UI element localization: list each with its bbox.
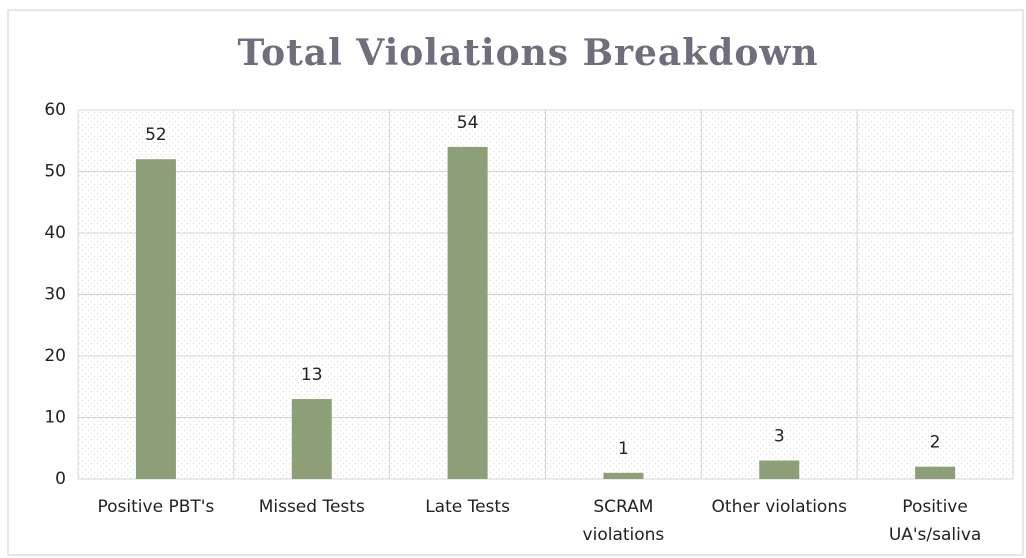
y-tick-label: 30 bbox=[44, 285, 66, 305]
x-tick-label: Positive PBT's bbox=[98, 497, 215, 517]
x-tick-label: SCRAM violations bbox=[583, 497, 665, 545]
data-label: 1 bbox=[618, 439, 629, 459]
x-tick-label: Other violations bbox=[712, 497, 848, 517]
bar bbox=[915, 466, 956, 479]
bar bbox=[759, 460, 800, 479]
x-tick-label: Positive UA's/saliva bbox=[889, 497, 982, 545]
y-tick-label: 10 bbox=[44, 408, 66, 428]
x-tick-label: Late Tests bbox=[425, 497, 510, 517]
bar bbox=[603, 472, 644, 479]
y-tick-label: 50 bbox=[44, 162, 66, 182]
data-label: 54 bbox=[457, 113, 479, 133]
bar bbox=[447, 146, 488, 479]
data-label: 3 bbox=[774, 427, 785, 447]
bar bbox=[291, 399, 332, 479]
data-label: 13 bbox=[301, 365, 323, 385]
y-tick-label: 20 bbox=[44, 346, 66, 366]
data-label: 2 bbox=[930, 433, 941, 453]
bar bbox=[135, 159, 176, 479]
x-tick-label: Missed Tests bbox=[259, 497, 365, 517]
chart-title: Total Violations Breakdown bbox=[237, 32, 818, 74]
y-tick-label: 40 bbox=[44, 223, 66, 243]
y-tick-label: 0 bbox=[55, 469, 66, 489]
data-label: 52 bbox=[145, 125, 167, 145]
y-tick-label: 60 bbox=[44, 100, 66, 120]
